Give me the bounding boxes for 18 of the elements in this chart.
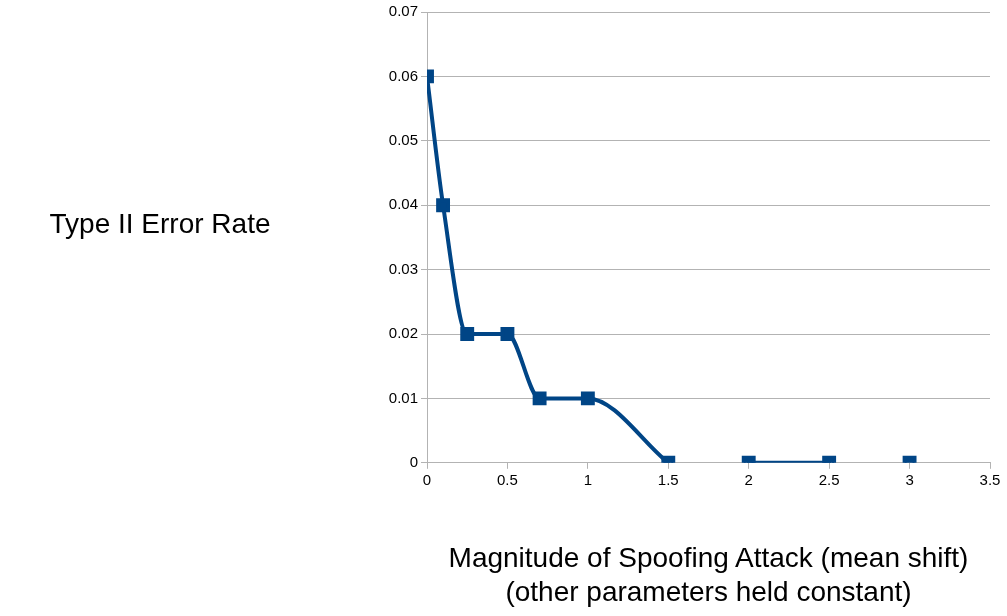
y-tick-label: 0.04 xyxy=(388,195,418,213)
x-tick-label: 2 xyxy=(744,470,753,488)
x-tick-label: 3.5 xyxy=(979,470,1001,488)
y-tick-label: 0.06 xyxy=(388,66,418,84)
y-tick-label: 0.07 xyxy=(388,2,418,20)
y-tick-label: 0.03 xyxy=(388,259,418,277)
x-tick-label: 3 xyxy=(905,470,914,488)
y-tick-label: 0.01 xyxy=(388,388,418,406)
y-axis-title: Type II Error Rate xyxy=(49,208,271,240)
x-tick-label: 2.5 xyxy=(818,470,840,488)
x-tick-label: 0.5 xyxy=(497,470,518,488)
y-tick-label: 0.05 xyxy=(388,130,418,148)
x-tick-label: 1 xyxy=(583,470,593,488)
y-tick-label: 0.02 xyxy=(388,324,418,342)
x-axis-title: Magnitude of Spoofing Attack (mean shift) (other parameters held constant) xyxy=(448,542,969,607)
y-tick-label: 0 xyxy=(409,452,418,470)
x-tick-label: 0 xyxy=(422,470,432,488)
x-tick-label: 1.5 xyxy=(657,470,679,488)
